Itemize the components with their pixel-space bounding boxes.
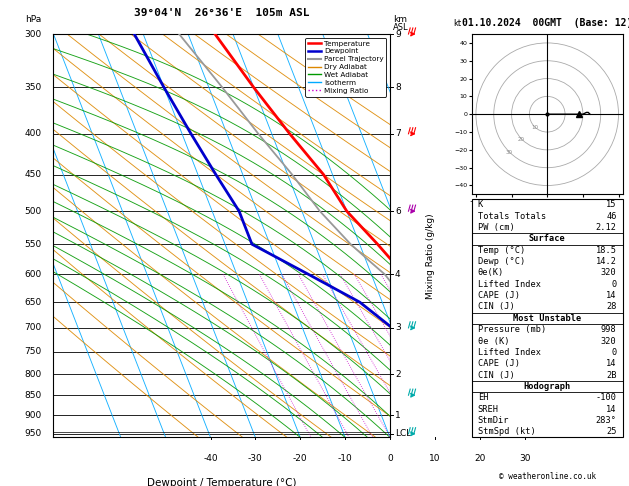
- Text: -40: -40: [203, 453, 218, 463]
- Text: 18.5: 18.5: [596, 246, 616, 255]
- Text: 450: 450: [25, 170, 42, 179]
- Text: 7: 7: [395, 129, 401, 139]
- Text: -100: -100: [596, 393, 616, 402]
- Text: 750: 750: [25, 347, 42, 356]
- Text: θe (K): θe (K): [478, 336, 509, 346]
- Text: StmDir: StmDir: [478, 416, 509, 425]
- Text: 900: 900: [25, 411, 42, 419]
- Text: 2: 2: [347, 441, 351, 447]
- Text: StmSpd (kt): StmSpd (kt): [478, 427, 535, 436]
- Text: 10: 10: [531, 124, 538, 130]
- Text: SREH: SREH: [478, 404, 499, 414]
- Text: 46: 46: [606, 212, 616, 221]
- Text: 320: 320: [601, 268, 616, 278]
- Text: 2B: 2B: [606, 370, 616, 380]
- Text: Mixing Ratio (g/kg): Mixing Ratio (g/kg): [426, 213, 435, 299]
- Text: ASL: ASL: [393, 23, 409, 32]
- Text: 0: 0: [611, 348, 616, 357]
- Text: 10: 10: [429, 453, 440, 463]
- Text: 500: 500: [25, 207, 42, 216]
- Text: Temp (°C): Temp (°C): [478, 246, 525, 255]
- Text: 850: 850: [25, 391, 42, 399]
- Text: 283°: 283°: [596, 416, 616, 425]
- Text: PW (cm): PW (cm): [478, 223, 515, 232]
- Text: 01.10.2024  00GMT  (Base: 12): 01.10.2024 00GMT (Base: 12): [462, 18, 629, 28]
- Text: 25: 25: [606, 427, 616, 436]
- FancyBboxPatch shape: [472, 199, 623, 437]
- Text: 550: 550: [25, 240, 42, 249]
- Text: Hodograph: Hodograph: [523, 382, 571, 391]
- Text: 2.12: 2.12: [596, 223, 616, 232]
- Text: hPa: hPa: [25, 15, 42, 24]
- Text: 39°04'N  26°36'E  105m ASL: 39°04'N 26°36'E 105m ASL: [134, 8, 309, 18]
- Text: 320: 320: [601, 336, 616, 346]
- Text: Surface: Surface: [529, 234, 565, 243]
- Text: 20: 20: [518, 138, 525, 142]
- Text: 20: 20: [474, 453, 486, 463]
- Text: K: K: [478, 200, 483, 209]
- Text: 28: 28: [606, 302, 616, 312]
- Text: 15: 15: [606, 200, 616, 209]
- Text: CIN (J): CIN (J): [478, 302, 515, 312]
- Text: 0: 0: [611, 280, 616, 289]
- Text: 4: 4: [395, 270, 401, 279]
- Text: Most Unstable: Most Unstable: [513, 314, 581, 323]
- Text: © weatheronline.co.uk: © weatheronline.co.uk: [499, 472, 596, 481]
- Text: 14: 14: [606, 404, 616, 414]
- Text: 8: 8: [395, 83, 401, 92]
- Text: 6: 6: [395, 207, 401, 216]
- Text: 300: 300: [25, 30, 42, 38]
- Text: 600: 600: [25, 270, 42, 279]
- Text: Dewpoint / Temperature (°C): Dewpoint / Temperature (°C): [147, 478, 296, 486]
- Text: -10: -10: [338, 453, 352, 463]
- Text: -20: -20: [293, 453, 308, 463]
- Text: 650: 650: [25, 297, 42, 307]
- Text: Dewp (°C): Dewp (°C): [478, 257, 525, 266]
- Text: θe(K): θe(K): [478, 268, 504, 278]
- Text: Pressure (mb): Pressure (mb): [478, 325, 546, 334]
- Text: 30: 30: [519, 453, 530, 463]
- Text: kt: kt: [454, 18, 462, 28]
- Text: CIN (J): CIN (J): [478, 370, 515, 380]
- Text: 14.2: 14.2: [596, 257, 616, 266]
- Text: 14: 14: [606, 359, 616, 368]
- Text: EH: EH: [478, 393, 488, 402]
- Text: 1: 1: [309, 441, 313, 447]
- Text: CAPE (J): CAPE (J): [478, 359, 520, 368]
- Text: 1: 1: [395, 411, 401, 419]
- Text: CAPE (J): CAPE (J): [478, 291, 520, 300]
- Text: 350: 350: [25, 83, 42, 92]
- Text: Lifted Index: Lifted Index: [478, 280, 541, 289]
- Text: LCL: LCL: [395, 429, 411, 438]
- Text: 3: 3: [370, 441, 375, 447]
- Text: -30: -30: [248, 453, 263, 463]
- Text: 950: 950: [25, 429, 42, 438]
- Text: 3: 3: [395, 323, 401, 332]
- Text: 400: 400: [25, 129, 42, 139]
- Text: 30: 30: [505, 150, 512, 155]
- Text: 800: 800: [25, 370, 42, 379]
- Text: km: km: [393, 15, 408, 24]
- Text: 9: 9: [395, 30, 401, 38]
- Legend: Temperature, Dewpoint, Parcel Trajectory, Dry Adiabat, Wet Adiabat, Isotherm, Mi: Temperature, Dewpoint, Parcel Trajectory…: [305, 37, 386, 97]
- Text: 700: 700: [25, 323, 42, 332]
- Text: Lifted Index: Lifted Index: [478, 348, 541, 357]
- Text: 14: 14: [606, 291, 616, 300]
- Text: Totals Totals: Totals Totals: [478, 212, 546, 221]
- Text: 2: 2: [395, 370, 401, 379]
- Text: 0: 0: [387, 453, 393, 463]
- Text: 998: 998: [601, 325, 616, 334]
